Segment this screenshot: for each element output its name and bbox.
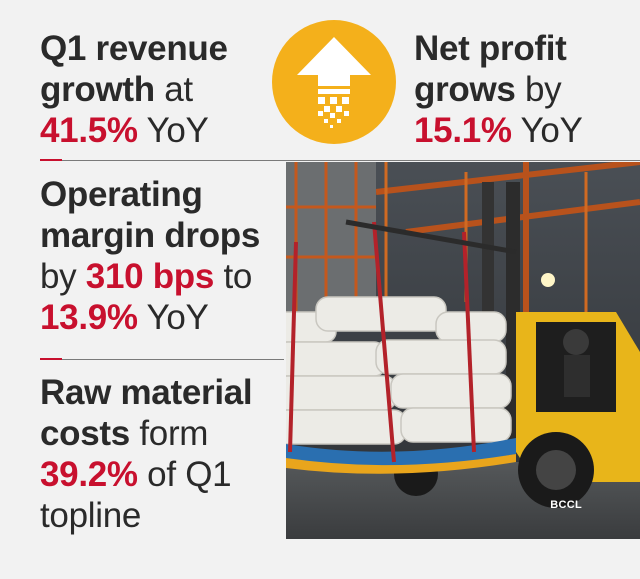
net-profit-by-label: by xyxy=(515,70,562,109)
q1-yoy-label: YoY xyxy=(137,111,209,150)
of-q1-label: of Q1 xyxy=(137,455,232,494)
q1-growth-label: growth xyxy=(40,70,155,109)
costs-label: costs xyxy=(40,414,130,453)
q1-revenue-stat: Q1 revenue growth at 41.5% YoY xyxy=(40,28,290,151)
raw-material-value: 39.2% xyxy=(40,455,138,494)
margin-to-label: to xyxy=(214,257,253,296)
margin-by-label: by xyxy=(40,257,86,296)
q1-revenue-value: 41.5% xyxy=(40,111,138,150)
divider-line xyxy=(62,359,284,360)
operating-label: Operating xyxy=(40,175,203,214)
divider-line xyxy=(62,160,640,161)
net-profit-value: 15.1% xyxy=(414,111,512,150)
q1-at-label: at xyxy=(154,70,193,109)
topline-label: topline xyxy=(40,496,142,535)
net-profit-label: Net profit xyxy=(414,29,567,68)
net-profit-grows-label: grows xyxy=(414,70,516,109)
raw-material-stat: Raw material costs form 39.2% of Q1 topl… xyxy=(40,372,290,536)
q1-revenue-label: Q1 revenue xyxy=(40,29,228,68)
form-label: form xyxy=(129,414,209,453)
up-arrow-icon xyxy=(297,37,371,128)
margin-drops-label: margin drops xyxy=(40,216,261,255)
forklift-sacks-illustration xyxy=(286,162,640,539)
margin-value: 13.9% xyxy=(40,298,138,337)
divider-accent xyxy=(40,159,62,161)
net-profit-stat: Net profit grows by 15.1% YoY xyxy=(414,28,636,151)
growth-badge xyxy=(272,20,396,144)
margin-bps-value: 310 bps xyxy=(85,257,215,296)
divider-accent xyxy=(40,358,62,360)
operating-margin-stat: Operating margin drops by 310 bps to 13.… xyxy=(40,174,290,338)
raw-material-label: Raw material xyxy=(40,373,253,412)
net-profit-yoy-label: YoY xyxy=(511,111,583,150)
photo-credit: BCCL xyxy=(550,499,582,511)
margin-yoy-label: YoY xyxy=(137,298,209,337)
forklift-photo: BCCL xyxy=(286,162,640,539)
